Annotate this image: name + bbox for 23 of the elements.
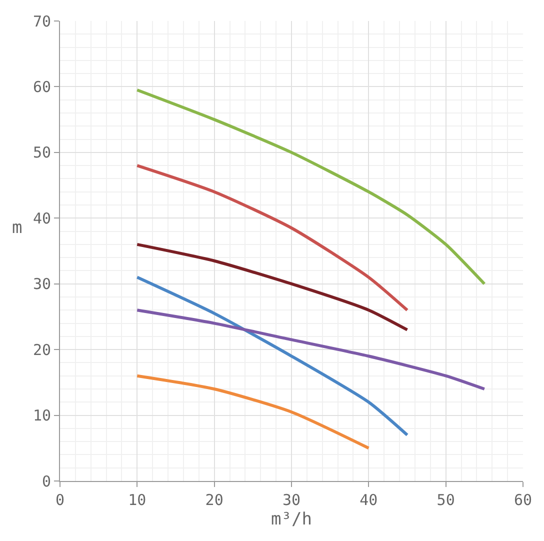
y-tick-label: 40 bbox=[32, 209, 51, 228]
line-series bbox=[136, 374, 370, 450]
line-series bbox=[136, 88, 486, 286]
y-tick-label: 30 bbox=[32, 275, 51, 294]
x-tick-label: 20 bbox=[205, 491, 224, 509]
x-tick-label: 30 bbox=[282, 491, 301, 509]
line-series bbox=[136, 308, 486, 390]
y-tick-label: 70 bbox=[32, 12, 51, 30]
y-axis-title: m bbox=[12, 218, 22, 238]
y-tick-label: 50 bbox=[32, 144, 51, 162]
y-tick-label: 20 bbox=[32, 340, 51, 359]
x-axis-title: m³/h bbox=[271, 509, 312, 530]
x-tick-label: 40 bbox=[360, 491, 378, 509]
x-tick-label: 0 bbox=[55, 491, 65, 509]
y-tick-label: 10 bbox=[32, 406, 51, 425]
y-tick-label: 60 bbox=[32, 78, 51, 96]
line-series bbox=[136, 242, 409, 332]
y-tick-label: 0 bbox=[42, 472, 51, 490]
x-tick-label: 60 bbox=[514, 491, 532, 509]
x-tick-label: 50 bbox=[436, 491, 455, 509]
line-series bbox=[136, 276, 409, 436]
x-tick-label: 10 bbox=[128, 491, 146, 509]
line-series bbox=[136, 164, 409, 312]
